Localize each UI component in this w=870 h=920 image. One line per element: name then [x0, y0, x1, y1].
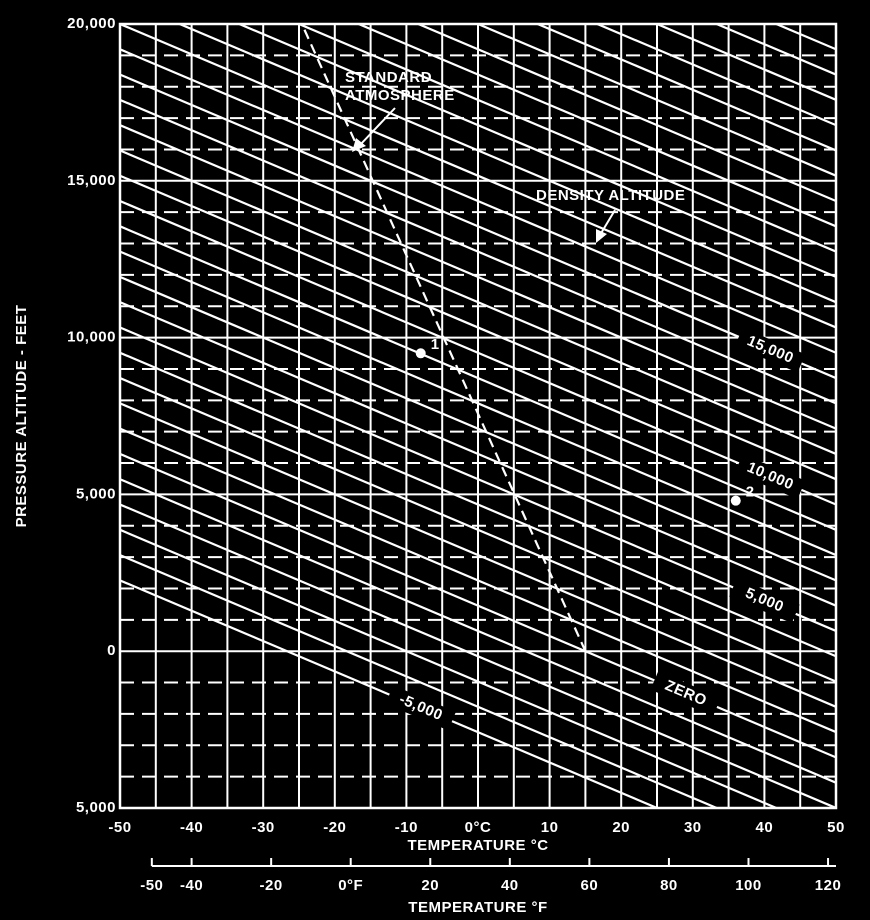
x2-tick-label: 80	[660, 877, 678, 894]
annotation-arrow	[359, 107, 396, 146]
annotation: DENSITY ALTITUDE	[536, 187, 685, 204]
x-tick-label: -30	[252, 819, 275, 836]
density-altitude-line	[120, 377, 836, 683]
x2-tick-label: 100	[735, 877, 762, 894]
x2-tick-label: -40	[180, 877, 203, 894]
density-altitude-line	[654, 24, 836, 101]
density-altitude-line	[833, 24, 836, 26]
density-altitude-line	[120, 528, 780, 808]
density-altitude-line	[120, 48, 836, 354]
density-altitude-line	[120, 402, 836, 708]
y-tick-label: 15,000	[67, 172, 116, 189]
x2-tick-label: 40	[501, 877, 519, 894]
label-background	[650, 671, 721, 717]
density-altitude-line	[120, 124, 836, 430]
standard-atmosphere-line	[300, 24, 587, 652]
x-tick-label: 10	[541, 819, 559, 836]
x-tick-label: 30	[684, 819, 702, 836]
x2-tick-label: 120	[815, 877, 842, 894]
density-altitude-line	[120, 478, 836, 784]
label-background	[734, 454, 806, 500]
x-tick-label: -50	[108, 819, 131, 836]
x2-axis-title: TEMPERATURE °F	[408, 899, 547, 916]
density-altitude-line	[120, 275, 836, 582]
x-tick-label: 0°C	[465, 819, 492, 836]
density-altitude-line	[120, 174, 836, 481]
density-altitude-line	[176, 24, 836, 304]
x-tick-label: -10	[395, 819, 418, 836]
x2-tick-label: -20	[260, 877, 283, 894]
x2-tick-label: 60	[581, 877, 599, 894]
y-tick-label: 5,000	[76, 799, 116, 816]
density-altitude-line	[120, 250, 836, 557]
density-altitude-line	[120, 225, 836, 531]
arrow-head	[352, 138, 366, 152]
plot-area	[120, 24, 836, 808]
y-tick-label: 10,000	[67, 329, 116, 346]
density-altitude-line	[355, 24, 836, 228]
x-tick-label: 50	[827, 819, 845, 836]
density-altitude-line	[120, 579, 660, 808]
annotation-line: STANDARD	[345, 69, 432, 86]
y-tick-label: 0	[107, 642, 116, 659]
density-altitude-line	[120, 301, 836, 607]
annotation-arrow	[599, 209, 616, 236]
density-altitude-line	[120, 24, 836, 329]
density-altitude-line	[296, 24, 836, 253]
plot-frame	[118, 22, 838, 810]
density-altitude-line	[534, 24, 836, 152]
density-altitude-line	[120, 200, 836, 506]
point-label: 1	[431, 336, 440, 353]
density-altitude-line	[475, 24, 836, 177]
x-axis-title: TEMPERATURE °C	[407, 837, 548, 854]
x-tick-label: 20	[612, 819, 630, 836]
y-tick-label: 5,000	[76, 485, 116, 502]
arrow-head	[596, 229, 607, 243]
line-label: -5,000	[397, 691, 446, 724]
density-altitude-line	[120, 149, 836, 455]
density-altitude-line	[415, 24, 836, 203]
density-altitude-line	[120, 73, 836, 380]
x-tick-label: -40	[180, 819, 203, 836]
density-altitude-line	[120, 427, 836, 734]
y-tick-label: 20,000	[67, 15, 116, 32]
label-background	[729, 578, 800, 624]
label-background	[385, 685, 456, 731]
point	[730, 495, 741, 506]
density-altitude-line	[594, 24, 836, 127]
x2-tick-label: 0°F	[338, 877, 363, 894]
x2-tick-label: -50	[140, 877, 163, 894]
point-label: 2	[746, 484, 755, 501]
x-tick-label: -20	[323, 819, 346, 836]
density-altitude-line	[120, 98, 836, 405]
annotation: STANDARD ATMOSPHERE	[345, 69, 455, 104]
x2-tick-label: 20	[421, 877, 439, 894]
x-tick-label: 40	[756, 819, 774, 836]
label-background	[734, 327, 806, 373]
density-altitude-line	[120, 326, 836, 632]
y-axis-title: PRESSURE ALTITUDE - FEET	[13, 305, 30, 528]
annotation-line: ATMOSPHERE	[345, 87, 455, 104]
point	[415, 348, 426, 359]
density-altitude-line	[120, 351, 836, 658]
density-altitude-line	[120, 503, 836, 808]
